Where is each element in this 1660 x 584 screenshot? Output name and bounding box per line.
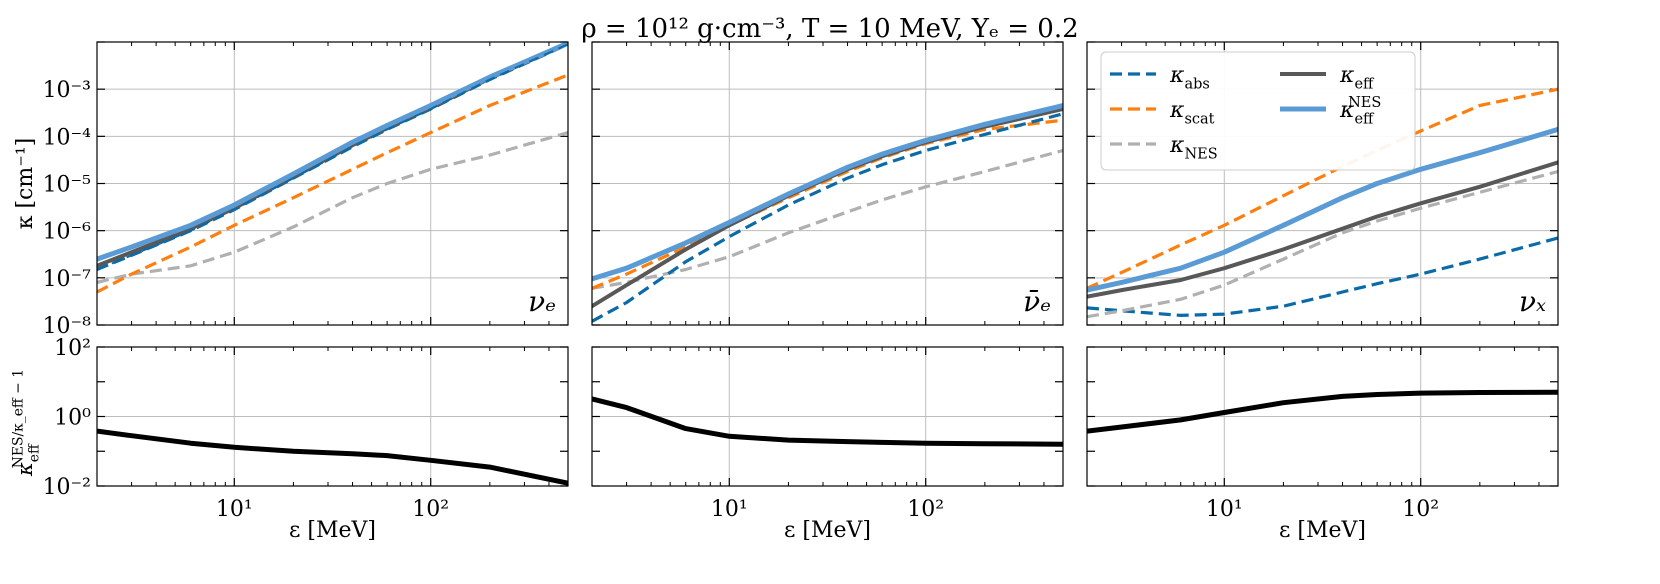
legend-item-nes: κNES — [1110, 133, 1218, 163]
ratio-y-axis-label: κeffNES/κ_eff − 1 — [11, 369, 43, 477]
series-line-ratio — [97, 428, 568, 486]
legend-item-eff: κeff — [1280, 63, 1375, 93]
y-tick-label: 10⁻⁶ — [43, 220, 92, 245]
y-tick-label: 10⁻⁸ — [43, 314, 92, 339]
chart-panel-top-1: 10⁻⁸ 10⁻⁷ 10⁻⁶ 10⁻⁵ 10⁻⁴ 10⁻³ κ [cm⁻¹] νₑ — [13, 41, 569, 339]
series-line-nes — [1087, 169, 1558, 319]
legend-label-effnes: κeffNES — [1339, 95, 1381, 128]
x-tick-label: 10¹ — [711, 497, 748, 522]
y-tick-label: 10² — [54, 336, 91, 361]
y-tick-label: 10⁻⁴ — [43, 125, 92, 150]
series-line-nes — [97, 131, 568, 284]
x-tick-label: 10² — [412, 497, 449, 522]
axes-frame — [96, 41, 569, 326]
series-line-effnes — [592, 103, 1063, 282]
chart-panel-top-2: ν̄ₑ — [591, 41, 1064, 326]
series-line-abs-overlay — [97, 43, 568, 271]
legend-label-abs: κabs — [1169, 63, 1210, 93]
x-axis-label: ε [MeV] — [289, 518, 376, 543]
figure-title: ρ = 10¹² g·cm⁻³, T = 10 MeV, Yₑ = 0.2 — [581, 14, 1078, 44]
series-line-effnes — [1087, 126, 1558, 293]
species-label: ν̄ₑ — [1023, 285, 1051, 318]
axes-frame — [1086, 41, 1559, 326]
species-label: νₓ — [1519, 285, 1546, 318]
series-line-abs — [1087, 236, 1558, 317]
y-tick-label: 10⁰ — [54, 406, 91, 431]
axes-frame — [96, 346, 569, 487]
y-tick-label: 10⁻² — [43, 475, 91, 500]
series-line-scat — [1087, 87, 1558, 290]
legend-box — [1100, 51, 1416, 171]
chart-panel-bottom-1: 10¹ 10² ε [MeV] 10⁻² 10⁰ 10² κeffNES/κ_eff − 1 — [11, 336, 569, 543]
series-line-eff — [1087, 160, 1558, 299]
series-line-effnes — [97, 42, 568, 262]
chart-panel-bottom-3: 10¹ 10² ε [MeV] — [1086, 346, 1559, 543]
legend-item-effnes: κeffNES — [1280, 95, 1381, 128]
axes-frame — [591, 41, 1064, 326]
y-axis-label: κ [cm⁻¹] — [13, 138, 38, 230]
chart-panel-bottom-2: 10¹ 10² ε [MeV] — [591, 346, 1064, 543]
chart-panel-top-3: νₓ — [1086, 41, 1559, 326]
axes-frame — [591, 346, 1064, 487]
y-tick-label: 10⁻³ — [43, 78, 91, 103]
x-tick-label: 10² — [1402, 497, 1439, 522]
y-tick-label: 10⁻⁷ — [43, 267, 92, 292]
y-tick-label: 10⁻⁵ — [43, 173, 91, 198]
x-tick-label: 10¹ — [1206, 497, 1243, 522]
series-line-nes — [592, 148, 1063, 290]
series-line-abs — [592, 112, 1063, 323]
series-line-scat — [97, 73, 568, 294]
series-line-ratio — [1087, 389, 1558, 434]
x-tick-label: 10¹ — [216, 497, 253, 522]
series-line-ratio — [592, 396, 1063, 447]
legend-label-eff: κeff — [1339, 63, 1375, 93]
legend-item-scat: κscat — [1110, 98, 1215, 128]
x-tick-label: 10² — [907, 497, 944, 522]
axes-frame — [1086, 346, 1559, 487]
species-label: νₑ — [528, 285, 556, 318]
legend-item-abs: κabs — [1110, 63, 1210, 93]
legend-label-nes: κNES — [1169, 133, 1218, 163]
x-axis-label: ε [MeV] — [1279, 518, 1366, 543]
legend-label-scat: κscat — [1169, 98, 1215, 128]
x-axis-label: ε [MeV] — [784, 518, 871, 543]
